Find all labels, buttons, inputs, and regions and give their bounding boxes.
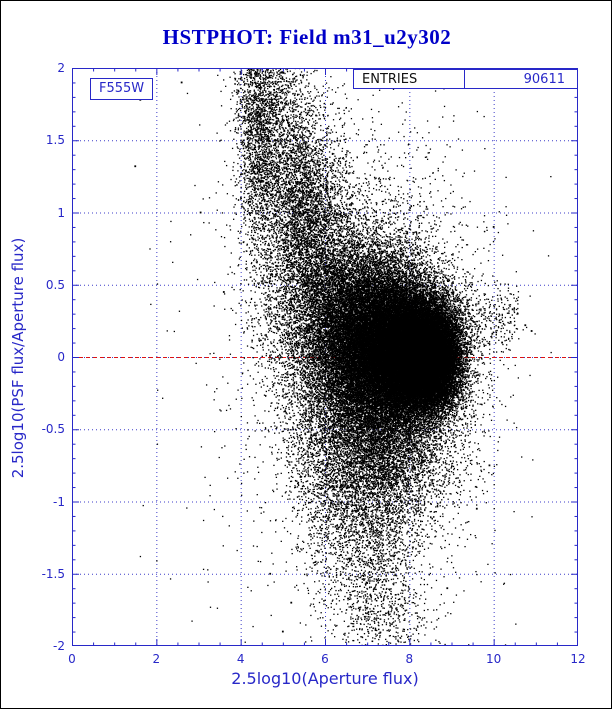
entries-box: ENTRIES 90611 xyxy=(353,69,578,89)
x-tick-label: 8 xyxy=(405,652,414,666)
plot-title: HSTPHOT: Field m31_u2y302 xyxy=(162,25,452,49)
x-axis-title: 2.5log10(Aperture flux) xyxy=(231,669,419,688)
x-tick-label: 4 xyxy=(236,652,245,666)
y-tick-label: -0.5 xyxy=(41,422,65,437)
y-tick-label: 2 xyxy=(57,61,65,75)
entries-label: ENTRIES xyxy=(362,71,418,87)
y-tick-label: -2 xyxy=(53,639,65,653)
scatter-canvas xyxy=(72,68,578,646)
entries-value: 90611 xyxy=(523,71,565,87)
x-tick-label: 0 xyxy=(68,652,76,666)
filter-label: F555W xyxy=(99,81,145,96)
x-tick-label: 10 xyxy=(486,652,502,666)
y-tick-label: 1 xyxy=(57,205,65,220)
x-tick-label: 2 xyxy=(152,652,161,666)
x-tick-label: 6 xyxy=(321,652,329,666)
x-tick-label: 12 xyxy=(570,652,586,666)
y-tick-label: 0 xyxy=(57,350,65,364)
y-tick-label: -1 xyxy=(53,494,65,509)
y-tick-label: 0.5 xyxy=(45,277,65,292)
entries-divider xyxy=(464,70,465,88)
y-tick-label: 1.5 xyxy=(45,133,65,148)
plot-area: F555W ENTRIES 90611 xyxy=(72,68,578,646)
filter-label-box: F555W xyxy=(90,78,154,100)
y-tick-label: -1.5 xyxy=(41,566,65,581)
